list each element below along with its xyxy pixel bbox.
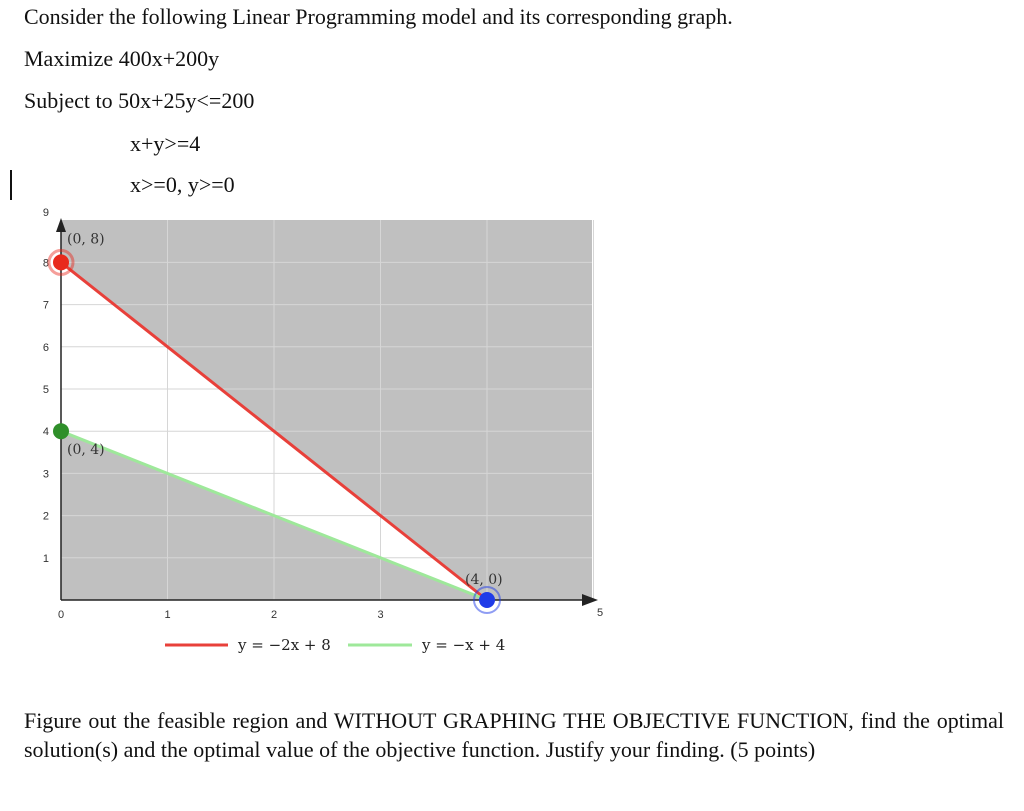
data-point — [53, 423, 69, 440]
lp-graph: 0 1 2 3 5 1 2 3 4 5 6 7 8 9 (0, 8) (0, 4) (4, 0) y = −2x … — [43, 207, 603, 654]
series-line-green — [60, 429, 488, 602]
point-label: (0, 4) — [67, 442, 105, 458]
y-axis-arrow — [56, 218, 66, 232]
x-tick-label: 3 — [377, 609, 383, 621]
constraint-1: Subject to 50x+25y<=200 — [24, 88, 255, 113]
y-tick-label: 6 — [43, 342, 49, 354]
point-label: (4, 0) — [465, 572, 503, 588]
x-tick-label: 1 — [164, 609, 170, 621]
legend-label-red: y = −2x + 8 — [237, 636, 331, 654]
y-tick-label: 7 — [43, 300, 49, 312]
point-label: (0, 8) — [67, 231, 105, 247]
data-point — [479, 592, 495, 608]
y-tick-label: 4 — [43, 426, 49, 438]
y-tick-label: 9 — [43, 207, 49, 219]
objective-function: Maximize 400x+200y — [24, 46, 220, 71]
point-halo — [47, 248, 75, 276]
point-halo — [473, 586, 501, 614]
problem-intro: Consider the following Linear Programmin… — [24, 4, 733, 29]
data-point — [53, 254, 69, 271]
y-tick-label: 5 — [43, 384, 49, 396]
x-tick-label: 0 — [58, 609, 64, 621]
y-tick-label: 3 — [43, 468, 49, 480]
text-cursor — [10, 170, 12, 200]
x-axis-arrow — [582, 594, 598, 606]
y-tick-label: 2 — [43, 511, 49, 523]
x-tick-label: 2 — [271, 609, 277, 621]
series-line-red — [60, 261, 488, 602]
constraint-3: x>=0, y>=0 — [130, 172, 235, 197]
x-tick-label: 5 — [597, 607, 603, 619]
y-tick-label: 1 — [43, 553, 49, 565]
y-tick-label: 8 — [43, 257, 49, 269]
question-text: Figure out the feasible region and WITHO… — [24, 708, 1004, 762]
constraint-2: x+y>=4 — [130, 131, 201, 156]
legend-label-green: y = −x + 4 — [421, 636, 505, 654]
